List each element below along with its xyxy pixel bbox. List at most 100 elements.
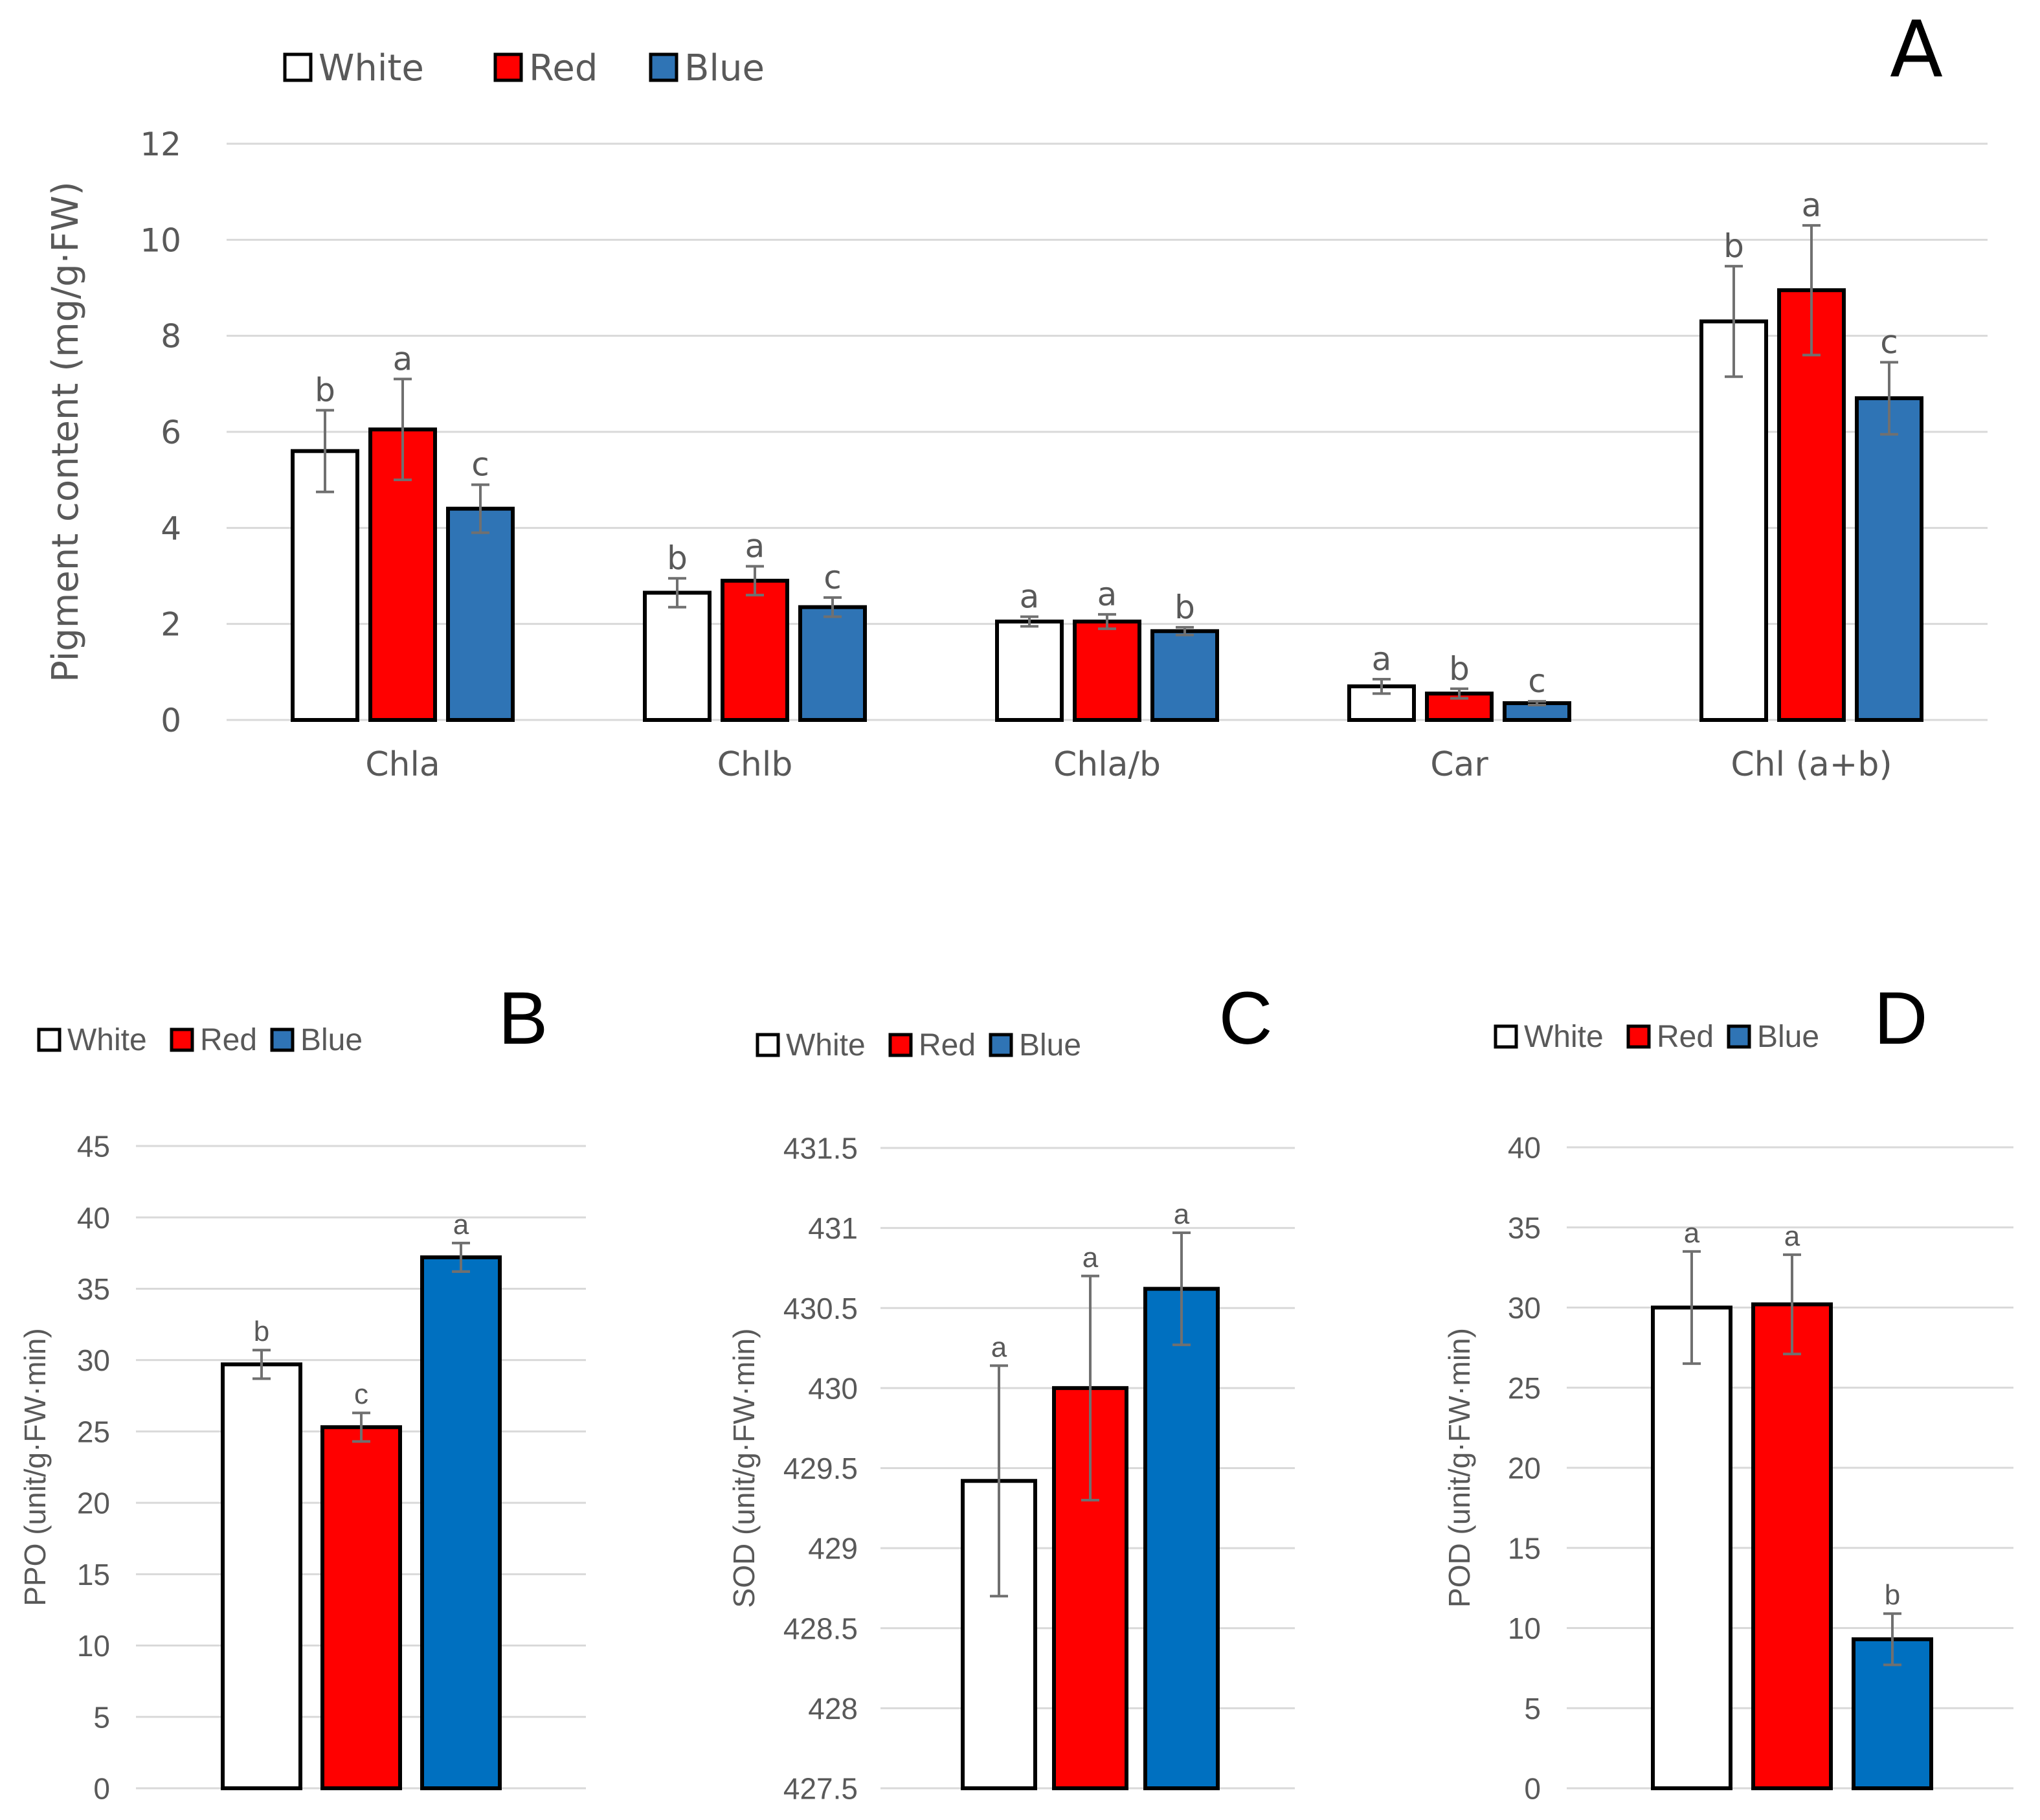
significance-letter: a	[745, 528, 765, 565]
significance-letter: a	[1784, 1220, 1800, 1252]
significance-letter: b	[1723, 227, 1744, 265]
panel-label: B	[499, 977, 548, 1060]
y-tick-label: 10	[77, 1629, 110, 1663]
y-tick-label: 20	[1508, 1452, 1541, 1485]
chart-panel-d: 0 5 10 15 20 25 30 35 40 POD (unit/g·FW·min) D Whit…	[1442, 977, 2013, 1806]
y-tick-label: 15	[77, 1558, 110, 1591]
y-tick-label: 30	[1508, 1291, 1541, 1325]
significance-letter: c	[1528, 662, 1546, 700]
y-tick-label: 45	[77, 1130, 110, 1163]
y-tick-label: 431	[808, 1211, 858, 1245]
significance-letter: a	[1372, 640, 1392, 678]
significance-letter: a	[393, 340, 413, 377]
significance-letter: c	[824, 559, 842, 596]
y-tick-label: 30	[77, 1343, 110, 1377]
bar	[995, 619, 1064, 722]
y-tick-label: 20	[77, 1487, 110, 1520]
legend-label-red: Red	[1657, 1020, 1714, 1054]
y-tick-label: 8	[161, 318, 181, 355]
significance-letter: a	[453, 1209, 469, 1241]
bar	[1143, 1286, 1220, 1790]
significance-letter: a	[1020, 578, 1040, 616]
panel-label: A	[1890, 5, 1943, 95]
significance-letter: b	[254, 1316, 269, 1347]
y-tick-label: 429.5	[783, 1452, 858, 1485]
y-tick-label: 0	[1524, 1772, 1541, 1806]
legend-label-red: Red	[529, 47, 598, 89]
y-tick-label: 431.5	[783, 1132, 858, 1165]
y-tick-label: 35	[77, 1272, 110, 1306]
legend-label-blue: Blue	[300, 1023, 363, 1057]
y-axis-label: PPO (unit/g·FW·min)	[18, 1328, 52, 1606]
y-tick-label: 25	[77, 1415, 110, 1448]
significance-letter: b	[315, 372, 335, 409]
legend-swatch-red	[493, 52, 523, 82]
y-tick-label: 40	[77, 1201, 110, 1235]
significance-letter: a	[1802, 186, 1822, 224]
y-tick-label: 430.5	[783, 1292, 858, 1325]
bar	[1855, 396, 1923, 722]
y-tick-label: 6	[161, 414, 181, 451]
y-tick-label: 40	[1508, 1131, 1541, 1165]
bar	[221, 1362, 302, 1790]
chart-panel-a: 0 2 4 6 8 10 12 Pigment content (mg/g·FW) A White…	[45, 5, 1988, 784]
bar	[1150, 629, 1219, 723]
legend-label-blue: Blue	[684, 47, 765, 89]
legend-label-white: White	[319, 47, 424, 89]
y-tick-label: 429	[808, 1532, 858, 1566]
panel-label: D	[1874, 977, 1927, 1060]
x-tick-label: Car	[1430, 745, 1488, 784]
bar	[1699, 319, 1768, 722]
legend-swatch-red	[888, 1033, 913, 1057]
legend-label-red: Red	[919, 1028, 976, 1062]
y-tick-label: 0	[161, 702, 181, 739]
y-tick-label: 5	[93, 1700, 110, 1734]
chart-panel-b: 0 5 10 15 20 25 30 35 40 45 PPO (unit/g·FW·min) B Wh…	[18, 977, 586, 1806]
bar	[1751, 1302, 1833, 1791]
bar	[320, 1425, 402, 1791]
legend-swatch-blue	[270, 1028, 295, 1052]
bar	[420, 1255, 502, 1790]
x-tick-label: Chl (a+b)	[1731, 745, 1892, 784]
significance-letter: a	[1174, 1198, 1190, 1230]
significance-letter: b	[1449, 650, 1470, 688]
legend-swatch-white	[756, 1033, 780, 1057]
x-tick-label: Chla	[365, 745, 440, 784]
bar	[1651, 1305, 1732, 1790]
y-tick-label: 25	[1508, 1371, 1541, 1405]
legend-swatch-blue	[1727, 1024, 1751, 1049]
y-tick-label: 2	[161, 606, 181, 644]
bar	[291, 449, 359, 723]
legend-swatch-red	[170, 1028, 194, 1052]
bar	[1073, 619, 1141, 722]
y-tick-label: 428	[808, 1692, 858, 1725]
y-tick-label: 0	[93, 1772, 110, 1806]
y-tick-label: 428.5	[783, 1612, 858, 1645]
y-tick-label: 4	[161, 510, 181, 547]
legend-swatch-red	[1626, 1024, 1651, 1049]
bar	[798, 605, 867, 722]
legend-swatch-white	[283, 52, 313, 82]
significance-letter: a	[991, 1331, 1007, 1363]
legend-swatch-white	[37, 1028, 62, 1052]
y-tick-label: 35	[1508, 1211, 1541, 1244]
significance-letter: a	[1082, 1242, 1099, 1274]
significance-letter: c	[354, 1378, 368, 1410]
significance-letter: c	[1880, 323, 1898, 361]
legend-label-white: White	[67, 1023, 147, 1057]
legend-label-blue: Blue	[1019, 1028, 1081, 1062]
panel-label: C	[1218, 977, 1272, 1060]
y-tick-label: 5	[1524, 1692, 1541, 1725]
significance-letter: b	[667, 539, 688, 577]
y-tick-label: 430	[808, 1371, 858, 1405]
bar	[1777, 288, 1846, 723]
x-tick-label: Chlb	[717, 745, 793, 784]
x-tick-label: Chla/b	[1053, 745, 1161, 784]
legend-swatch-blue	[989, 1033, 1013, 1057]
y-tick-label: 12	[140, 126, 181, 163]
significance-letter: a	[1097, 576, 1117, 613]
chart-panel-c: 427.5 428 428.5 429 429.5 430 430.5 431 431.5 SOD…	[727, 977, 1295, 1806]
y-axis-label: SOD (unit/g·FW·min)	[727, 1329, 761, 1608]
y-tick-label: 427.5	[783, 1772, 858, 1806]
